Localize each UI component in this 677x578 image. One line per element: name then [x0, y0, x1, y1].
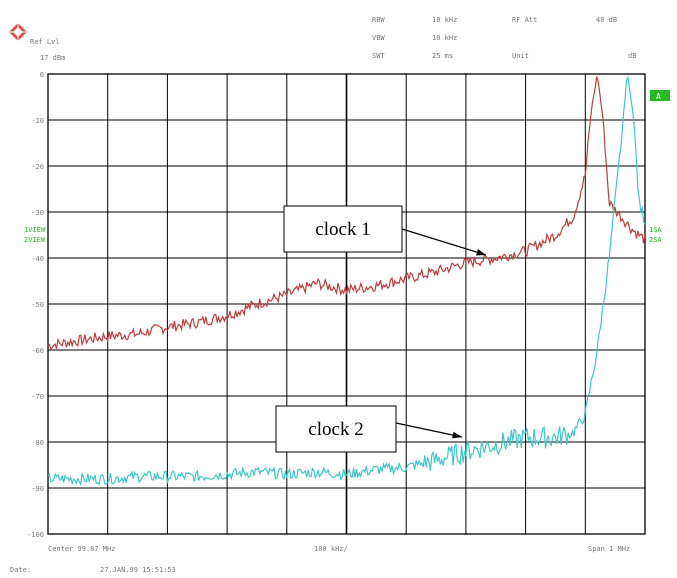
swt-value: 25 ms	[432, 52, 453, 60]
callout-clock-2-text: clock 2	[308, 419, 363, 440]
trace-1-sa-label: 1SA	[649, 226, 662, 234]
rohde-schwarz-logo	[9, 23, 27, 41]
callout-clock-2-arrow-line	[395, 422, 463, 438]
y-tick-label: -40	[31, 255, 44, 263]
rf-att-label: RF Att	[512, 16, 537, 24]
callout-clock-1-text: clock 1	[315, 219, 370, 240]
vbw-value: 10 kHz	[432, 34, 457, 42]
callout-clock-1: clock 1	[283, 205, 487, 256]
y-tick-label: -80	[31, 439, 44, 447]
unit-value: dB	[628, 52, 636, 60]
marker-a-label: A	[656, 92, 661, 101]
span-label: Span 1 MHz	[588, 545, 630, 553]
vbw-label: VBW	[372, 34, 385, 42]
rbw-value: 10 kHz	[432, 16, 457, 24]
callout-clock-1-box	[283, 205, 403, 253]
trace-2-view-label: 2VIEW	[24, 236, 46, 244]
marker-a-box: A	[650, 90, 670, 101]
callout-clock-1-arrow-line	[401, 228, 487, 256]
series-clock-1-line	[47, 76, 646, 351]
y-tick-label: -20	[31, 163, 44, 171]
date-value: 27.JAN.99 15:51:53	[100, 566, 176, 574]
callout-clock-1-arrow-head	[476, 248, 486, 256]
unit-label: Unit	[512, 52, 529, 60]
callout-clock-2: clock 2	[275, 405, 463, 453]
date-label: Date:	[10, 566, 31, 574]
callout-clock-2-arrow-head	[452, 431, 462, 439]
plot-frame	[47, 73, 646, 535]
plot-area: 0 -10 -20 -30 -40 -50 -60 -70 -80 -90 -100 clock 1 c…	[27, 71, 646, 539]
rbw-label: RBW	[372, 16, 385, 24]
center-frequency-label: Center 99.87 MHz	[48, 545, 115, 553]
trace-2-sa-label: 2SA	[649, 236, 662, 244]
y-tick-label: -70	[31, 393, 44, 401]
y-tick-label: -50	[31, 301, 44, 309]
y-tick-label: -60	[31, 347, 44, 355]
y-tick-label: -100	[27, 531, 44, 539]
series-clock-2-line	[47, 75, 646, 487]
y-tick-label: -30	[31, 209, 44, 217]
y-tick-label: -10	[31, 117, 44, 125]
y-tick-label: 0	[40, 71, 44, 79]
ref-lvl-value: 17 dBm	[40, 54, 65, 62]
trace-1-view-label: 1VIEW	[24, 226, 46, 234]
ref-lvl-label: Ref Lvl	[30, 38, 60, 46]
y-tick-label: -90	[31, 485, 44, 493]
division-label: 100 kHz/	[314, 545, 348, 553]
callout-clock-2-box	[275, 405, 397, 453]
swt-label: SWT	[372, 52, 385, 60]
rf-att-value: 40 dB	[596, 16, 617, 24]
